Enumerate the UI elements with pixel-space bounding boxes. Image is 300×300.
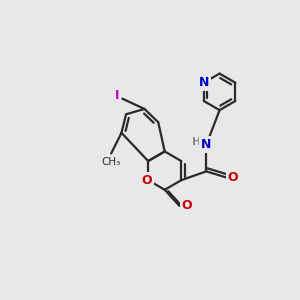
Text: O: O (141, 174, 152, 187)
Text: I: I (115, 88, 119, 102)
Text: O: O (227, 171, 238, 184)
Text: N: N (201, 138, 211, 151)
Text: CH₃: CH₃ (101, 157, 121, 167)
Text: N: N (199, 76, 209, 89)
Text: O: O (182, 200, 192, 212)
Text: H: H (192, 137, 202, 148)
